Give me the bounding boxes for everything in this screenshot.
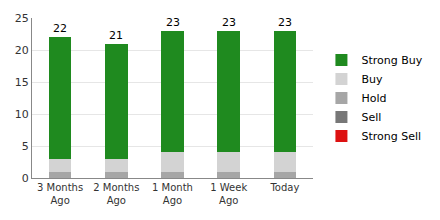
- svg-text:23: 23: [166, 16, 180, 29]
- svg-text:1 WeekAgo: 1 WeekAgo: [210, 182, 247, 206]
- svg-text:Sell: Sell: [361, 111, 381, 124]
- svg-text:1 MonthAgo: 1 MonthAgo: [152, 182, 193, 206]
- svg-text:20: 20: [15, 44, 29, 57]
- svg-text:Strong Sell: Strong Sell: [361, 130, 421, 143]
- svg-text:10: 10: [15, 108, 29, 121]
- svg-text:21: 21: [109, 29, 123, 42]
- svg-text:25: 25: [15, 12, 29, 25]
- svg-text:Today: Today: [269, 182, 299, 193]
- svg-text:5: 5: [22, 140, 29, 153]
- svg-text:Buy: Buy: [361, 73, 383, 86]
- svg-text:15: 15: [15, 76, 29, 89]
- svg-text:3 MonthsAgo: 3 MonthsAgo: [37, 182, 83, 206]
- svg-text:23: 23: [222, 16, 236, 29]
- svg-text:23: 23: [278, 16, 292, 29]
- svg-text:Strong Buy: Strong Buy: [361, 54, 422, 67]
- svg-text:0: 0: [22, 172, 29, 185]
- svg-text:2 MonthsAgo: 2 MonthsAgo: [93, 182, 139, 206]
- svg-text:Hold: Hold: [361, 92, 386, 105]
- svg-text:22: 22: [53, 22, 67, 35]
